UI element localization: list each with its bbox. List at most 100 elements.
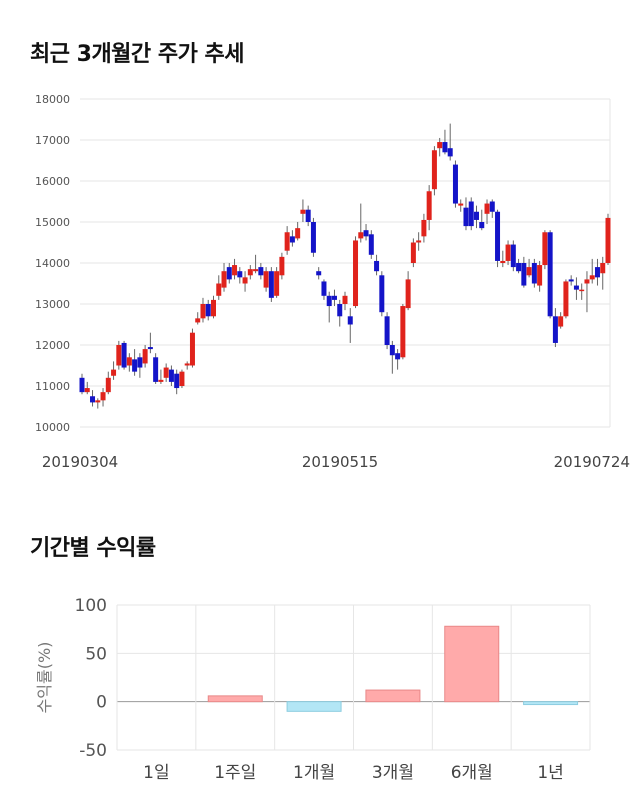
candle xyxy=(431,146,437,196)
candle-body xyxy=(458,203,464,206)
candle xyxy=(547,230,553,319)
candle-body xyxy=(521,263,527,286)
candle xyxy=(489,199,495,218)
candle xyxy=(400,304,406,360)
candle xyxy=(426,185,432,231)
candle xyxy=(573,277,579,300)
candle xyxy=(274,267,280,298)
candle xyxy=(516,258,522,274)
candle-body xyxy=(237,271,243,278)
candle xyxy=(358,203,364,243)
candle xyxy=(342,291,348,311)
candle xyxy=(179,369,185,389)
candle xyxy=(505,240,511,266)
candle xyxy=(221,263,227,292)
candle xyxy=(579,283,585,300)
candle xyxy=(189,328,195,368)
price-candlestick-chart: 10000 11000 12000 13000 14000 15000 16000 17000… xyxy=(35,93,630,471)
candle xyxy=(474,205,479,229)
return-chart-y-axis-label: 수익률(%) xyxy=(35,642,54,714)
candle-body xyxy=(100,392,106,401)
candle xyxy=(316,267,322,280)
candle-body xyxy=(184,363,190,366)
price-chart-grid xyxy=(80,98,611,428)
candle xyxy=(321,279,327,300)
candle xyxy=(258,263,264,280)
candle xyxy=(363,224,369,241)
candle xyxy=(395,349,401,370)
candle xyxy=(568,275,574,286)
candle xyxy=(237,267,243,284)
period-return-bar-chart: -50 0 50 100 1일 1주일 1개월 3개월 6개월 1년 수익률(%) xyxy=(35,596,591,783)
candle xyxy=(347,308,353,343)
price-y-tick-label: 13000 xyxy=(35,298,70,311)
candle-body xyxy=(568,279,574,282)
candle-body xyxy=(410,242,416,263)
candle xyxy=(211,295,216,319)
price-y-tick-label: 17000 xyxy=(35,134,70,147)
price-chart-y-ticks: 10000 11000 12000 13000 14000 15000 16000 17000… xyxy=(35,93,70,434)
candle xyxy=(132,349,138,376)
candle-body xyxy=(589,275,595,280)
candle xyxy=(279,252,285,280)
candle xyxy=(463,197,469,231)
candle xyxy=(174,369,180,395)
candle xyxy=(163,363,169,382)
candle-body xyxy=(405,279,411,309)
candle xyxy=(337,299,343,327)
candle-body xyxy=(310,222,316,253)
candle xyxy=(300,199,306,222)
return-x-tick-label: 1일 xyxy=(143,763,169,783)
candle-body xyxy=(479,222,485,229)
return-chart-grid xyxy=(116,604,591,751)
return-bar xyxy=(523,701,579,706)
price-chart-x-ticks: 20190304 20190515 20190724 xyxy=(42,453,630,471)
candle xyxy=(295,222,301,241)
return-chart-y-ticks: -50 0 50 100 xyxy=(75,596,107,761)
return-chart-x-ticks: 1일 1주일 1개월 3개월 6개월 1년 xyxy=(143,763,564,783)
candle xyxy=(232,258,238,280)
candle xyxy=(468,197,474,231)
candle xyxy=(284,226,290,255)
candle-body xyxy=(205,304,211,317)
candle-body xyxy=(179,371,185,386)
return-x-tick-label: 3개월 xyxy=(372,763,414,783)
return-bar xyxy=(207,695,263,703)
candle-body xyxy=(363,230,369,237)
candle-body xyxy=(263,271,269,288)
return-bar xyxy=(365,689,421,703)
candle-body xyxy=(447,148,453,157)
candle xyxy=(479,209,485,231)
candle xyxy=(584,271,590,313)
candle-body xyxy=(174,373,180,389)
candle xyxy=(116,340,122,370)
candle-body xyxy=(132,359,138,372)
candle xyxy=(416,232,422,251)
price-y-tick-label: 16000 xyxy=(35,175,70,188)
candle xyxy=(447,123,453,161)
candle-body xyxy=(105,377,111,393)
candle xyxy=(437,137,443,157)
candle-body xyxy=(563,281,569,317)
candle xyxy=(379,271,385,317)
candle xyxy=(552,308,558,348)
return-bar xyxy=(444,625,500,703)
candle xyxy=(195,312,201,325)
candle xyxy=(253,254,259,274)
price-y-tick-label: 10000 xyxy=(35,421,70,434)
candle-body xyxy=(594,267,600,278)
candle-body xyxy=(258,267,264,276)
candle-body xyxy=(573,285,579,290)
candle xyxy=(200,297,206,323)
candle-body xyxy=(253,269,259,272)
return-x-tick-label: 6개월 xyxy=(451,763,493,783)
return-x-tick-label: 1주일 xyxy=(214,763,256,783)
return-x-tick-label: 1년 xyxy=(537,763,563,783)
return-y-tick-label: 50 xyxy=(85,644,107,664)
candle-body xyxy=(353,240,359,307)
candle xyxy=(205,299,211,321)
candle-body xyxy=(90,396,96,403)
candle xyxy=(526,258,532,278)
candle-body xyxy=(558,316,564,327)
return-bar xyxy=(286,701,342,712)
